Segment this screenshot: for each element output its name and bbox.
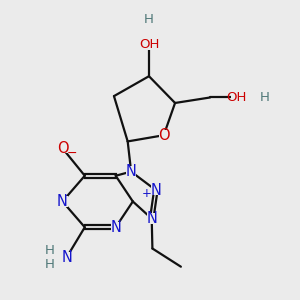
- Text: −: −: [67, 147, 77, 160]
- Text: N: N: [57, 194, 68, 209]
- FancyBboxPatch shape: [126, 167, 136, 177]
- Text: H: H: [144, 13, 154, 26]
- FancyBboxPatch shape: [159, 130, 169, 140]
- FancyBboxPatch shape: [231, 92, 243, 103]
- FancyBboxPatch shape: [57, 196, 68, 207]
- Text: N: N: [150, 183, 161, 198]
- Text: H: H: [44, 258, 54, 271]
- Text: N: N: [146, 211, 157, 226]
- Text: H: H: [260, 91, 270, 104]
- Text: H: H: [44, 244, 54, 257]
- FancyBboxPatch shape: [147, 214, 157, 224]
- Text: N: N: [61, 250, 72, 265]
- Text: OH: OH: [226, 91, 247, 104]
- Text: O: O: [158, 128, 170, 143]
- Text: OH: OH: [139, 38, 159, 51]
- Text: N: N: [126, 164, 136, 179]
- Text: +: +: [141, 187, 151, 200]
- FancyBboxPatch shape: [57, 143, 68, 153]
- FancyBboxPatch shape: [61, 252, 72, 262]
- Text: O: O: [57, 141, 68, 156]
- FancyBboxPatch shape: [151, 185, 161, 195]
- FancyBboxPatch shape: [110, 222, 121, 232]
- Text: N: N: [110, 220, 121, 235]
- FancyBboxPatch shape: [143, 40, 155, 50]
